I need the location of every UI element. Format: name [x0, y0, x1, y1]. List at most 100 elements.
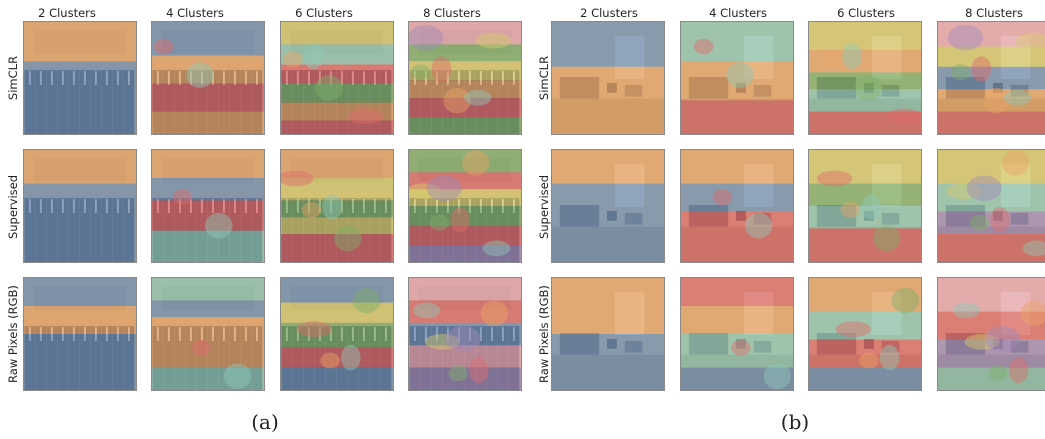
- segmentation-image: [24, 278, 136, 390]
- column-header: 8 Clusters: [423, 6, 481, 20]
- cluster-region: [821, 51, 842, 68]
- cluster-region: [24, 306, 136, 334]
- cluster-region: [409, 300, 521, 323]
- cluster-region: [152, 317, 264, 368]
- segmentation-image: [681, 150, 793, 262]
- cluster-region: [681, 100, 793, 134]
- segmentation-image: [409, 278, 521, 390]
- cluster-region: [281, 278, 393, 303]
- cluster-region: [153, 38, 174, 55]
- cluster-region: [443, 87, 471, 114]
- cluster-region: [409, 226, 521, 246]
- cluster-region: [552, 66, 664, 134]
- cluster-region: [409, 172, 521, 190]
- cluster-region: [891, 287, 920, 314]
- cluster-region: [952, 302, 981, 319]
- cluster-region: [448, 365, 468, 382]
- cluster-region: [409, 183, 442, 200]
- segmentation-thumbnail: [680, 149, 794, 263]
- row-label: Raw Pixels (RGB): [6, 285, 20, 383]
- cluster-region: [462, 150, 490, 176]
- cluster-region: [152, 230, 264, 262]
- cluster-region: [412, 302, 441, 319]
- segmentation-image: [409, 150, 521, 262]
- cluster-region: [1020, 300, 1045, 327]
- cluster-region: [281, 302, 393, 323]
- cluster-region: [281, 178, 393, 201]
- column-header: 8 Clusters: [965, 6, 1023, 20]
- segmentation-image: [24, 22, 136, 134]
- cluster-region: [322, 194, 342, 220]
- cluster-region: [281, 170, 314, 187]
- cluster-region: [431, 56, 452, 82]
- cluster-region: [938, 111, 1045, 134]
- cluster-region: [296, 321, 333, 337]
- cluster-region: [152, 200, 264, 231]
- cluster-region: [281, 64, 393, 84]
- cluster-region: [482, 240, 511, 257]
- cluster-region: [1008, 357, 1029, 384]
- cluster-region: [409, 206, 521, 227]
- cluster-region: [24, 61, 136, 134]
- cluster-region: [352, 287, 381, 314]
- cluster-region: [429, 214, 450, 231]
- cluster-region: [886, 108, 921, 125]
- cluster-region: [409, 322, 521, 346]
- segmentation-image: [24, 150, 136, 262]
- cluster-region: [281, 367, 393, 390]
- cluster-region: [24, 278, 136, 306]
- cluster-region: [964, 334, 1000, 350]
- cluster-region: [464, 89, 492, 106]
- cluster-region: [152, 83, 264, 112]
- cluster-region: [938, 211, 1045, 234]
- row-label: Supervised: [6, 174, 20, 240]
- segmentation-thumbnail: [551, 277, 665, 391]
- figure-panel-a: 2 Clusters 4 Clusters 6 Clusters 8 Clust…: [6, 6, 522, 434]
- cluster-region: [552, 150, 664, 184]
- segmentation-thumbnail: [23, 21, 137, 135]
- cluster-region: [681, 367, 793, 390]
- cluster-region: [681, 211, 793, 240]
- cluster-region: [809, 311, 921, 340]
- panel-caption: (b): [780, 410, 810, 434]
- column-header: 4 Clusters: [166, 6, 224, 20]
- cluster-region: [24, 22, 136, 62]
- cluster-region: [409, 278, 521, 301]
- cluster-region: [1015, 32, 1045, 49]
- cluster-region: [340, 344, 361, 371]
- segmentation-image: [552, 278, 664, 390]
- cluster-region: [426, 175, 463, 202]
- cluster-region: [281, 120, 393, 134]
- segmentation-image: [281, 150, 393, 262]
- segmentation-thumbnail: [408, 149, 522, 263]
- cluster-region: [410, 64, 431, 80]
- row-label: Raw Pixels (RGB): [537, 285, 551, 383]
- cluster-region: [681, 150, 793, 184]
- cluster-region: [281, 102, 393, 121]
- cluster-region: [731, 339, 751, 356]
- cluster-region: [552, 234, 664, 262]
- cluster-region: [409, 22, 521, 45]
- cluster-region: [1022, 240, 1045, 257]
- cluster-region: [681, 278, 793, 306]
- cluster-region: [835, 321, 871, 337]
- cluster-region: [186, 62, 214, 88]
- cluster-region: [281, 234, 393, 262]
- cluster-region: [950, 64, 971, 80]
- cluster-region: [809, 22, 921, 50]
- segmentation-thumbnail: [151, 277, 265, 391]
- segmentation-thumbnail: [408, 21, 522, 135]
- cluster-region: [809, 278, 921, 312]
- cluster-region: [969, 214, 990, 231]
- cluster-region: [809, 89, 921, 112]
- panel-caption: (a): [251, 410, 279, 434]
- cluster-region: [450, 206, 470, 233]
- cluster-region: [152, 111, 264, 134]
- column-header: 2 Clusters: [580, 6, 638, 20]
- cluster-region: [985, 326, 1021, 352]
- cluster-region: [281, 44, 393, 65]
- cluster-region: [938, 278, 1045, 312]
- cluster-region: [409, 44, 521, 62]
- cluster-region: [282, 51, 303, 68]
- cluster-region: [938, 150, 1045, 184]
